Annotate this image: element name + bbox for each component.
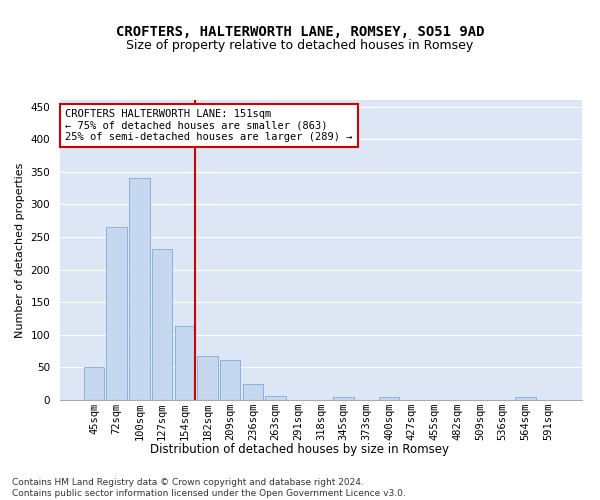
Text: CROFTERS HALTERWORTH LANE: 151sqm
← 75% of detached houses are smaller (863)
25%: CROFTERS HALTERWORTH LANE: 151sqm ← 75% … [65,109,353,142]
Bar [242,384,263,400]
Bar [129,178,149,400]
Bar [220,360,241,400]
Bar [334,396,354,400]
Bar [106,226,127,400]
Text: Distribution of detached houses by size in Romsey: Distribution of detached houses by size … [151,442,449,456]
Bar [152,248,172,400]
Text: Size of property relative to detached houses in Romsey: Size of property relative to detached ho… [127,38,473,52]
Bar [175,326,195,400]
Text: CROFTERS, HALTERWORTH LANE, ROMSEY, SO51 9AD: CROFTERS, HALTERWORTH LANE, ROMSEY, SO51… [116,26,484,40]
Bar [265,396,286,400]
Bar [197,356,218,400]
Bar [84,368,104,400]
Bar [379,396,400,400]
Bar [515,396,536,400]
Text: Contains HM Land Registry data © Crown copyright and database right 2024.
Contai: Contains HM Land Registry data © Crown c… [12,478,406,498]
Y-axis label: Number of detached properties: Number of detached properties [15,162,25,338]
